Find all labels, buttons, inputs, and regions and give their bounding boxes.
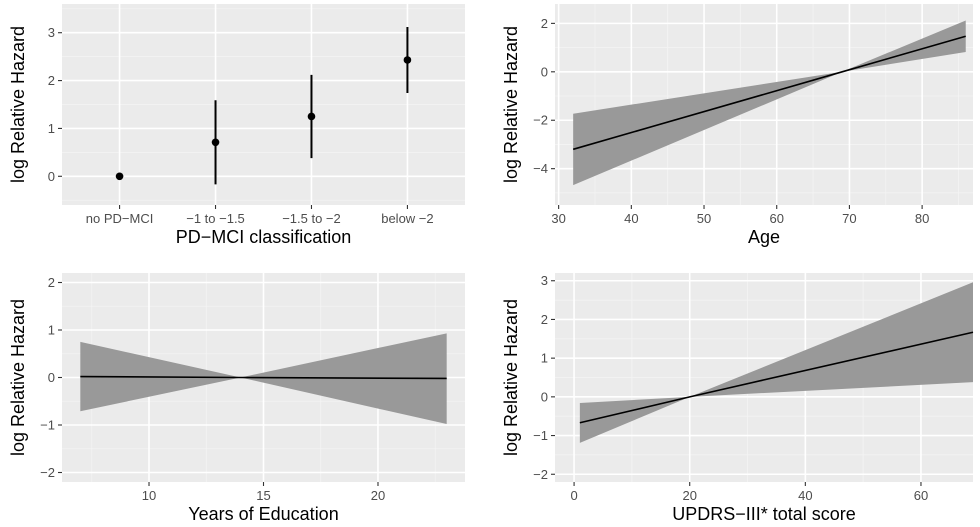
- age-chart: −4 −2 0 2 30 40 50 60 70 80 Age log Relative Hazard: [501, 4, 973, 247]
- pdmci-point: [115, 172, 124, 181]
- updrs-x-tick-label: 0: [570, 488, 577, 503]
- education-y-tick-label: 1: [48, 323, 55, 338]
- pdmci-classification-chart: 0 1 2 3 no PD−MCI −1 to −1.5 −1.5 to −2 below −…: [8, 4, 465, 247]
- pdmci-x-axis-title: PD−MCI classification: [176, 227, 352, 247]
- age-y-tick-label: −4: [533, 161, 548, 176]
- pdmci-point: [403, 56, 412, 64]
- pdmci-x-tick-label: below −2: [381, 211, 433, 226]
- education-y-tick-label: −1: [40, 418, 55, 433]
- age-y-tick-label: 2: [541, 16, 548, 31]
- education-y-tick-label: −2: [40, 465, 55, 480]
- education-x-tick-label: 15: [256, 488, 270, 503]
- education-y-tick-label: 2: [48, 275, 55, 290]
- age-x-tick-label: 30: [551, 211, 565, 226]
- updrs-x-tick-label: 40: [798, 488, 812, 503]
- age-x-tick-label: 80: [915, 211, 929, 226]
- pdmci-y-tick-label: 0: [48, 169, 55, 184]
- age-x-tick-label: 50: [697, 211, 711, 226]
- age-y-tick-label: −2: [533, 113, 548, 128]
- updrs-fit-line: [579, 331, 974, 424]
- updrs-y-tick-label: −1: [533, 428, 548, 443]
- pdmci-x-tick-label: −1 to −1.5: [186, 211, 245, 226]
- age-x-axis-title: Age: [748, 227, 780, 247]
- education-x-tick-label: 20: [371, 488, 385, 503]
- education-confidence-band: [80, 333, 447, 425]
- education-y-axis-title: log Relative Hazard: [8, 299, 28, 456]
- pdmci-y-axis-title: log Relative Hazard: [8, 26, 28, 183]
- education-fit-line: [80, 375, 447, 380]
- age-fit-line: [572, 35, 966, 151]
- pdmci-x-tick-label: no PD−MCI: [86, 211, 154, 226]
- education-x-tick-label: 10: [142, 488, 156, 503]
- pdmci-point: [307, 112, 316, 121]
- updrs-x-axis-title: UPDRS−III* total score: [672, 504, 856, 524]
- updrs-y-tick-label: 0: [541, 389, 548, 404]
- updrs-y-axis-title: log Relative Hazard: [501, 299, 521, 456]
- age-x-tick-label: 60: [769, 211, 783, 226]
- education-y-tick-label: 0: [48, 370, 55, 385]
- age-confidence-band: [573, 20, 966, 186]
- updrs-y-tick-label: 2: [541, 312, 548, 327]
- pdmci-y-tick-label: 1: [48, 121, 55, 136]
- updrs-y-tick-label: −2: [533, 467, 548, 482]
- education-x-axis-title: Years of Education: [188, 504, 338, 524]
- updrs-y-tick-label: 3: [541, 273, 548, 288]
- updrs-chart: −2 −1 0 1 2 3 0 20 40 60 UPDRS−III* total score log…: [501, 273, 974, 524]
- age-x-tick-label: 40: [624, 211, 638, 226]
- updrs-confidence-band: [579, 282, 973, 443]
- updrs-y-tick-label: 1: [541, 351, 548, 366]
- updrs-x-tick-label: 60: [914, 488, 928, 503]
- pdmci-x-tick-label: −1.5 to −2: [282, 211, 341, 226]
- pdmci-point: [211, 138, 220, 147]
- age-y-axis-title: log Relative Hazard: [501, 26, 521, 183]
- updrs-x-tick-label: 20: [682, 488, 696, 503]
- pdmci-y-tick-label: 2: [48, 73, 55, 88]
- age-y-tick-label: 0: [541, 64, 548, 79]
- education-chart: −2 −1 0 1 2 10 15 20 Years of Education log Relat…: [8, 273, 465, 524]
- age-x-tick-label: 70: [842, 211, 856, 226]
- pdmci-y-tick-label: 3: [48, 25, 55, 40]
